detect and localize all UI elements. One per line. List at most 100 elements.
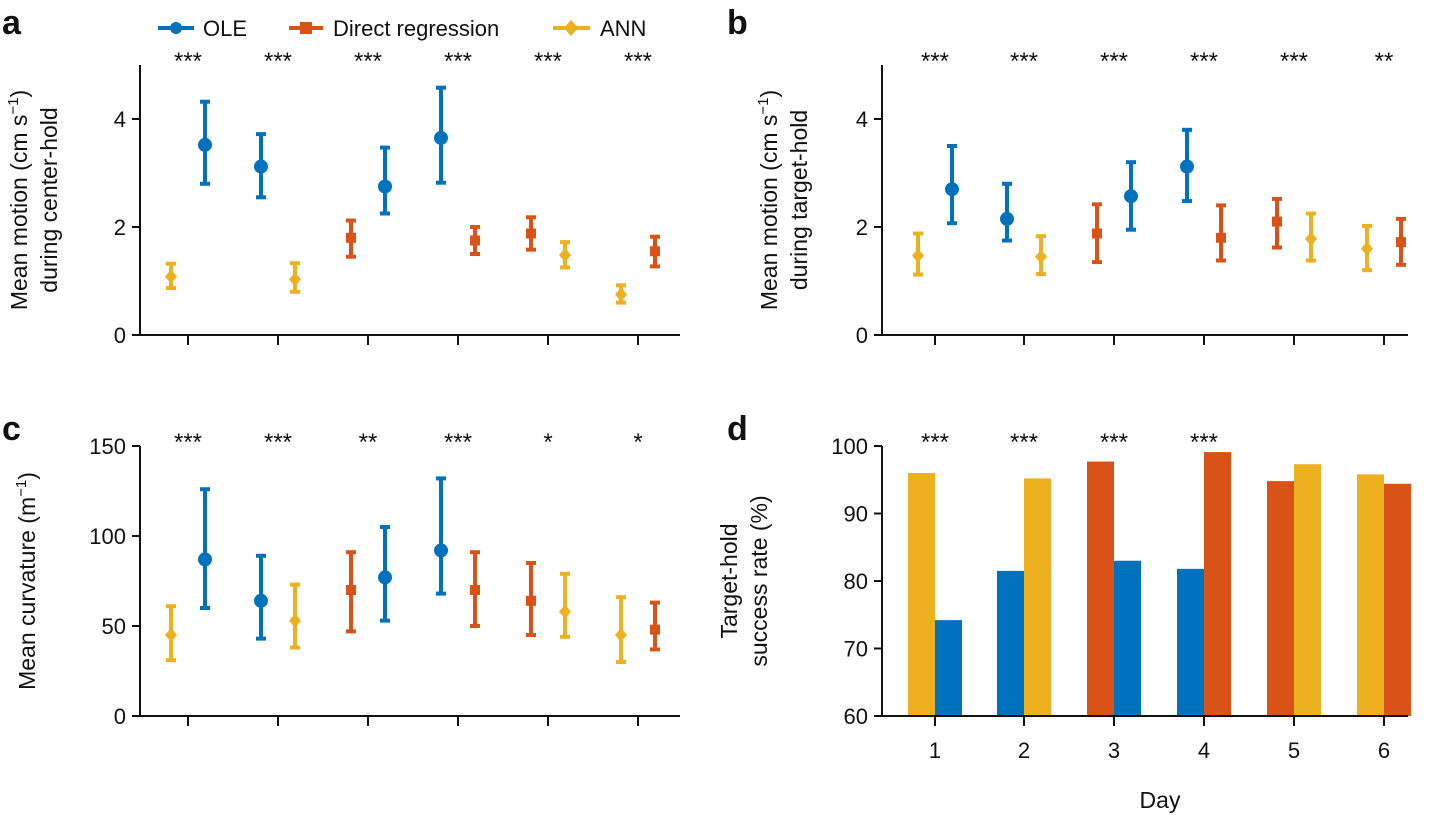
point-ole	[1124, 189, 1138, 204]
y-tick-label: 80	[844, 569, 868, 594]
legend-label-ole: OLE	[203, 16, 247, 41]
y-tick-label: 100	[831, 434, 868, 459]
bar-direct-regression-day-3	[1087, 461, 1114, 716]
x-axis-label-day: Day	[1140, 787, 1181, 813]
point-direct-regression	[526, 228, 536, 239]
bar-ann-day-5	[1294, 464, 1321, 716]
point-direct-regression	[1396, 237, 1406, 248]
legend-marker-ole	[170, 22, 182, 34]
panel-label-d: d	[727, 410, 748, 448]
point-direct-regression	[470, 235, 480, 246]
y-axis-label-close: )	[756, 90, 782, 98]
legend-item-ole: OLE	[158, 16, 247, 41]
point-direct-regression	[526, 595, 536, 606]
bar-ann-day-2	[1024, 478, 1051, 716]
y-axis-label-close: )	[14, 472, 40, 480]
legend-label-direct-regression: Direct regression	[333, 16, 499, 41]
point-ole	[1000, 211, 1014, 226]
y-tick-label: 150	[89, 434, 126, 459]
point-ann	[1305, 231, 1317, 246]
significance-stars: ***	[1010, 429, 1038, 456]
y-tick-label: 70	[844, 637, 868, 662]
y-axis-label-line1: Mean motion (cm s	[756, 115, 782, 311]
point-ann	[165, 628, 177, 642]
significance-stars: ***	[444, 429, 472, 456]
point-ann	[165, 269, 177, 284]
y-axis-label-line2: during center-hold	[36, 107, 62, 292]
significance-stars: ***	[1190, 429, 1218, 456]
significance-stars: ***	[921, 48, 949, 75]
significance-stars: ***	[264, 429, 292, 456]
significance-stars: **	[359, 429, 378, 456]
y-axis-label-close: )	[6, 90, 32, 98]
point-direct-regression	[1272, 216, 1282, 227]
y-axis-label-superscript: −1	[13, 480, 30, 497]
y-tick-label: 90	[844, 502, 868, 527]
bar-ann-day-1	[908, 473, 935, 716]
panel-label-b: b	[727, 4, 748, 42]
panel-a: 0 2 4 *** *** *** *** *** *** Mean motion (cm s−1…	[5, 48, 680, 348]
y-axis-label: Mean motion (cm s−1) during target-hold	[755, 90, 812, 310]
significance-stars: ***	[624, 48, 652, 75]
significance-stars: ***	[174, 48, 202, 75]
significance-stars: ***	[534, 48, 562, 75]
y-axis-label: Mean curvature (m−1)	[13, 472, 40, 690]
point-direct-regression	[650, 624, 660, 635]
point-ole	[254, 593, 268, 608]
significance-stars: ***	[1100, 48, 1128, 75]
y-tick-label: 4	[114, 107, 126, 132]
panel-d: 60 70 80 90 100 *** 1 *** 2 *** 3 *** 4 5 6 Target-hold…	[716, 429, 1411, 763]
point-ann	[289, 272, 301, 287]
point-direct-regression	[1216, 232, 1226, 243]
significance-stars: ***	[354, 48, 382, 75]
y-axis-label-line1: Mean motion (cm s	[6, 115, 32, 311]
legend-item-ann: ANN	[553, 16, 646, 41]
significance-stars: ***	[1280, 48, 1308, 75]
point-ole	[378, 179, 392, 194]
point-ann	[559, 604, 571, 619]
x-tick-label: 6	[1378, 738, 1390, 763]
y-axis-label-superscript: −1	[755, 98, 772, 115]
significance-stars: ***	[264, 48, 292, 75]
point-ann	[912, 248, 924, 263]
point-ole	[945, 182, 959, 197]
point-ole	[1180, 159, 1194, 174]
point-direct-regression	[650, 246, 660, 257]
point-direct-regression	[346, 585, 356, 595]
panel-b: 024*** *** *** *** *** **Mean motion (cm s−1)…	[755, 48, 1408, 348]
bar-ole-day-1	[935, 620, 962, 716]
y-tick-label: 0	[114, 323, 126, 348]
point-ann	[615, 287, 627, 302]
point-ann	[559, 248, 571, 263]
point-ann	[615, 628, 627, 642]
y-tick-label: 60	[844, 704, 868, 729]
point-ole	[434, 130, 448, 145]
y-tick-label: 4	[856, 107, 868, 132]
significance-stars: ***	[444, 48, 472, 75]
significance-stars: ***	[921, 429, 949, 456]
y-axis-label-line2: during target-hold	[786, 110, 812, 290]
y-axis-label-line1: Target-hold	[716, 523, 742, 638]
significance-stars: ***	[1190, 48, 1218, 75]
significance-stars: *	[543, 429, 552, 456]
bar-ole-day-4	[1177, 568, 1204, 716]
bar-direct-regression-day-6	[1384, 483, 1411, 716]
bar-ole-day-2	[997, 570, 1024, 716]
point-ann	[1035, 249, 1047, 264]
y-tick-label: 50	[102, 614, 126, 639]
x-tick-label: 2	[1018, 738, 1030, 763]
bar-ole-day-3	[1114, 560, 1141, 716]
significance-stars: ***	[174, 429, 202, 456]
y-axis-label-superscript: −1	[5, 98, 22, 115]
point-ann	[289, 613, 301, 628]
legend-marker-ann	[564, 20, 578, 36]
bar-direct-regression-day-4	[1204, 452, 1231, 716]
point-ole	[254, 159, 268, 174]
y-tick-label: 0	[114, 704, 126, 729]
legend: OLE Direct regression ANN	[158, 16, 646, 41]
x-tick-label: 3	[1108, 738, 1120, 763]
bar-direct-regression-day-5	[1267, 481, 1294, 716]
point-direct-regression	[346, 232, 356, 243]
